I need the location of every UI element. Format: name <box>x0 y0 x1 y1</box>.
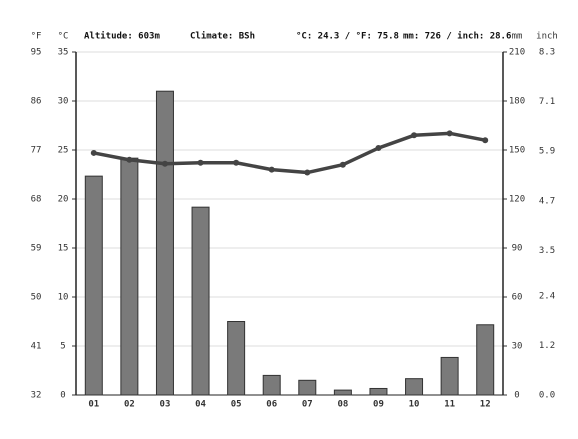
inchticks-label: 3.5 <box>539 246 555 256</box>
x-tick-label: 11 <box>444 400 455 410</box>
y2ticks-label: 60 <box>512 293 523 303</box>
bar <box>262 374 281 396</box>
x-tick-label: 07 <box>302 400 313 410</box>
y2ticks-label: 90 <box>512 244 523 254</box>
y2ticks-label: 0 <box>514 391 519 401</box>
x-tick-label: 08 <box>337 400 348 410</box>
yticks-label: 30 <box>58 97 69 107</box>
fticks-label: 59 <box>31 244 42 254</box>
fticks-label: 41 <box>31 342 42 352</box>
inchticks-label: 7.1 <box>539 97 555 107</box>
x-tick-label: 12 <box>480 400 491 410</box>
fticks-label: 32 <box>31 391 42 401</box>
x-tick-label: 09 <box>373 400 384 410</box>
temp-avg: °C: 24.3 / °F: 75.8 <box>296 32 399 42</box>
y2ticks-label: 180 <box>509 97 525 107</box>
inchticks-label: 1.2 <box>539 341 555 351</box>
temp-point <box>268 166 275 173</box>
temp-point <box>304 169 311 176</box>
bar <box>333 389 352 396</box>
x-tick-label: 03 <box>160 400 171 410</box>
temp-point <box>197 159 204 166</box>
bar <box>191 206 210 396</box>
fticks-label: 77 <box>31 146 42 156</box>
temp-point <box>482 137 489 144</box>
fticks-label: 50 <box>31 293 42 303</box>
fticks-label: 86 <box>31 97 42 107</box>
x-tick-label: 05 <box>231 400 242 410</box>
temp-point <box>161 160 168 167</box>
yticks-label: 10 <box>58 293 69 303</box>
inchticks-label: 4.7 <box>539 196 555 206</box>
temp-point <box>339 161 346 168</box>
f-unit: °F <box>31 32 42 42</box>
inchticks-label: 8.3 <box>539 48 555 58</box>
temp-point <box>446 130 453 137</box>
temp-point <box>233 159 240 166</box>
temp-point <box>375 145 382 152</box>
fticks-label: 95 <box>31 48 42 58</box>
precip-total: mm: 726 / inch: 28.6 <box>403 31 511 42</box>
bar <box>120 157 139 396</box>
inchticks-label: 5.9 <box>539 147 555 157</box>
bar <box>227 321 246 396</box>
c-unit: °C <box>58 32 69 42</box>
yticks-label: 0 <box>60 391 65 401</box>
temp-point <box>126 156 133 163</box>
yticks-label: 20 <box>58 195 69 205</box>
yticks-label: 25 <box>58 146 69 156</box>
fticks-label: 68 <box>31 195 42 205</box>
bar <box>440 356 459 396</box>
y2ticks-label: 210 <box>509 48 525 58</box>
altitude: Altitude: 603m <box>84 31 160 42</box>
inch-unit: inch <box>536 32 558 42</box>
y2ticks-label: 150 <box>509 146 525 156</box>
bar <box>155 90 174 396</box>
x-tick-label: 02 <box>124 400 135 410</box>
temp-line <box>93 131 486 175</box>
x-tick-label: 01 <box>88 400 99 410</box>
x-tick-label: 10 <box>409 400 420 410</box>
temp-point <box>411 132 418 139</box>
inchticks-label: 0.0 <box>539 391 555 401</box>
bar <box>369 387 388 396</box>
yticks-label: 5 <box>60 342 65 352</box>
bar <box>298 379 317 396</box>
mm-unit: mm <box>512 32 523 42</box>
yticks-label: 15 <box>58 244 69 254</box>
x-tick-label: 06 <box>266 400 277 410</box>
climate: Climate: BSh <box>190 31 255 42</box>
temp-point <box>90 149 97 156</box>
yticks-label: 35 <box>58 48 69 58</box>
x-tick-label: 04 <box>195 400 206 410</box>
bar <box>476 324 495 396</box>
bar <box>405 378 424 396</box>
inchticks-label: 2.4 <box>539 291 555 301</box>
y2ticks-label: 30 <box>512 342 523 352</box>
bar <box>84 175 103 396</box>
y2ticks-label: 120 <box>509 195 525 205</box>
